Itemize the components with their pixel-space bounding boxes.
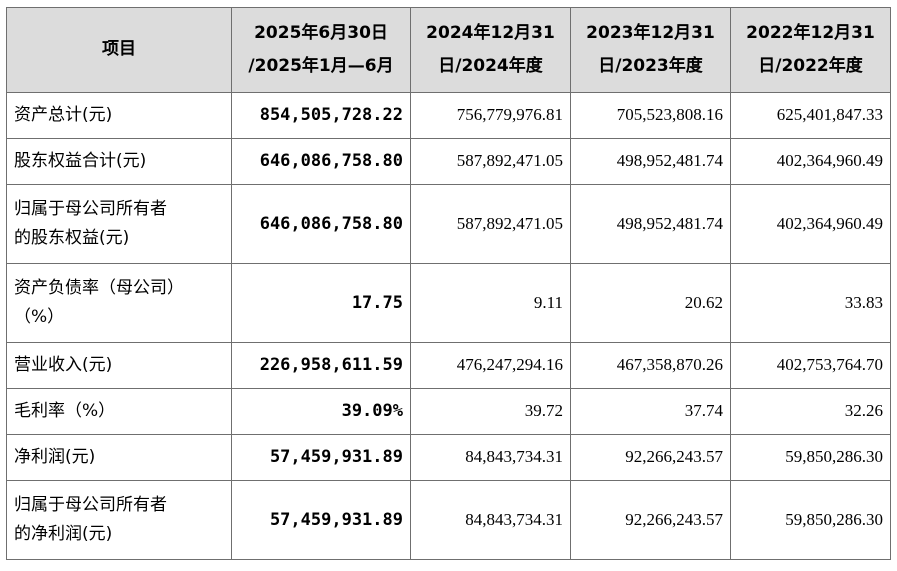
header-period-2024: 2024年12月31 日/2024年度 bbox=[410, 7, 571, 93]
row-parent-equity: 归属于母公司所有者 的股东权益(元) 646,086,758.80 587,89… bbox=[6, 184, 891, 264]
value-cell: 587,892,471.05 bbox=[410, 138, 571, 185]
value-cell: 587,892,471.05 bbox=[410, 184, 571, 264]
header-period-line: 日/2023年度 bbox=[598, 56, 703, 76]
row-label: 资产负债率（母公司） （%） bbox=[6, 263, 232, 343]
value-cell-current: 646,086,758.80 bbox=[231, 138, 411, 185]
value-cell: 402,364,960.49 bbox=[730, 184, 891, 264]
value-cell: 402,753,764.70 bbox=[730, 342, 891, 389]
row-label-line: 归属于母公司所有者 bbox=[14, 495, 167, 516]
value-cell-current: 17.75 bbox=[231, 263, 411, 343]
value-cell: 84,843,734.31 bbox=[410, 480, 571, 560]
value-cell-current: 854,505,728.22 bbox=[231, 92, 411, 139]
value-cell: 37.74 bbox=[570, 388, 731, 435]
row-debt-ratio: 资产负债率（母公司） （%） 17.75 9.11 20.62 33.83 bbox=[6, 263, 891, 343]
header-period-2022: 2022年12月31 日/2022年度 bbox=[730, 7, 891, 93]
table-header-row: 项目 2025年6月30日 /2025年1月—6月 2024年12月31 日/2… bbox=[6, 7, 891, 93]
value-cell-current: 57,459,931.89 bbox=[231, 434, 411, 481]
row-label: 资产总计(元) bbox=[6, 92, 232, 139]
row-net-profit: 净利润(元) 57,459,931.89 84,843,734.31 92,26… bbox=[6, 434, 891, 481]
financial-data-table: 项目 2025年6月30日 /2025年1月—6月 2024年12月31 日/2… bbox=[6, 7, 891, 560]
value-cell: 84,843,734.31 bbox=[410, 434, 571, 481]
header-period-line: 2025年6月30日 bbox=[254, 22, 388, 43]
value-cell: 467,358,870.26 bbox=[570, 342, 731, 389]
value-cell-current: 39.09% bbox=[231, 388, 411, 435]
header-period-line: 2023年12月31 bbox=[586, 22, 715, 43]
row-label: 营业收入(元) bbox=[6, 342, 232, 389]
value-cell-current: 226,958,611.59 bbox=[231, 342, 411, 389]
row-label-line: 的股东权益(元) bbox=[14, 228, 130, 248]
header-period-line: 日/2024年度 bbox=[438, 56, 543, 76]
row-label: 毛利率（%） bbox=[6, 388, 232, 435]
row-label-line: 的净利润(元) bbox=[14, 524, 113, 544]
value-cell: 705,523,808.16 bbox=[570, 92, 731, 139]
row-label-line: 资产负债率（母公司） bbox=[14, 278, 184, 299]
header-period-2023: 2023年12月31 日/2023年度 bbox=[570, 7, 731, 93]
value-cell: 59,850,286.30 bbox=[730, 434, 891, 481]
header-period-line: 日/2022年度 bbox=[758, 56, 863, 76]
header-period-line: 2022年12月31 bbox=[746, 22, 875, 43]
row-label: 股东权益合计(元) bbox=[6, 138, 232, 185]
value-cell: 476,247,294.16 bbox=[410, 342, 571, 389]
value-cell: 498,952,481.74 bbox=[570, 138, 731, 185]
row-label-line: 毛利率（%） bbox=[14, 401, 116, 422]
row-total-equity: 股东权益合计(元) 646,086,758.80 587,892,471.05 … bbox=[6, 138, 891, 185]
value-cell: 625,401,847.33 bbox=[730, 92, 891, 139]
row-label: 归属于母公司所有者 的净利润(元) bbox=[6, 480, 232, 560]
value-cell: 92,266,243.57 bbox=[570, 480, 731, 560]
value-cell: 402,364,960.49 bbox=[730, 138, 891, 185]
row-revenue: 营业收入(元) 226,958,611.59 476,247,294.16 46… bbox=[6, 342, 891, 389]
header-period-line: 2024年12月31 bbox=[426, 22, 555, 43]
row-parent-net-profit: 归属于母公司所有者 的净利润(元) 57,459,931.89 84,843,7… bbox=[6, 480, 891, 560]
value-cell: 498,952,481.74 bbox=[570, 184, 731, 264]
value-cell: 20.62 bbox=[570, 263, 731, 343]
row-label: 归属于母公司所有者 的股东权益(元) bbox=[6, 184, 232, 264]
value-cell: 33.83 bbox=[730, 263, 891, 343]
header-period-line: /2025年1月—6月 bbox=[248, 56, 394, 76]
row-label-line: 股东权益合计(元) bbox=[14, 151, 147, 172]
value-cell: 756,779,976.81 bbox=[410, 92, 571, 139]
value-cell: 92,266,243.57 bbox=[570, 434, 731, 481]
row-gross-margin: 毛利率（%） 39.09% 39.72 37.74 32.26 bbox=[6, 388, 891, 435]
row-label-line: （%） bbox=[14, 307, 65, 327]
value-cell: 39.72 bbox=[410, 388, 571, 435]
header-period-2025h1: 2025年6月30日 /2025年1月—6月 bbox=[231, 7, 411, 93]
value-cell: 9.11 bbox=[410, 263, 571, 343]
row-label-line: 资产总计(元) bbox=[14, 105, 113, 126]
row-label-line: 净利润(元) bbox=[14, 447, 96, 468]
value-cell-current: 57,459,931.89 bbox=[231, 480, 411, 560]
row-total-assets: 资产总计(元) 854,505,728.22 756,779,976.81 70… bbox=[6, 92, 891, 139]
value-cell: 59,850,286.30 bbox=[730, 480, 891, 560]
value-cell: 32.26 bbox=[730, 388, 891, 435]
row-label: 净利润(元) bbox=[6, 434, 232, 481]
value-cell-current: 646,086,758.80 bbox=[231, 184, 411, 264]
row-label-line: 营业收入(元) bbox=[14, 355, 113, 376]
row-label-line: 归属于母公司所有者 bbox=[14, 199, 167, 220]
header-item: 项目 bbox=[6, 7, 232, 93]
